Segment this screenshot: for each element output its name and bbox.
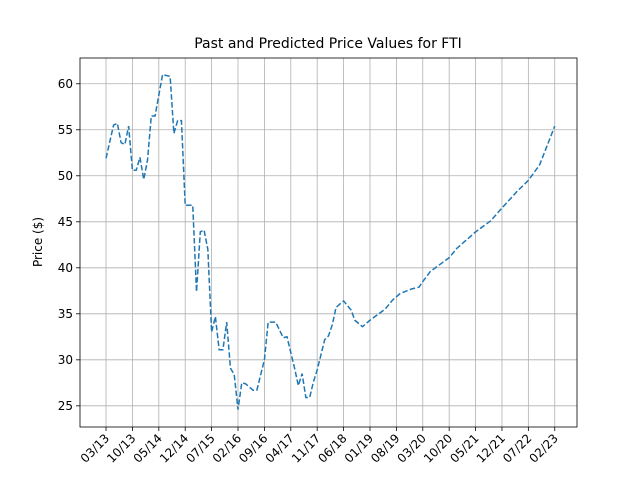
x-tick-label: 06/18 [315,431,349,465]
y-tick-label: 40 [58,261,73,275]
x-tick-label: 07/15 [183,431,217,465]
x-tick-label: 11/17 [289,431,323,465]
x-tick-label: 02/23 [527,431,561,465]
y-axis-label: Price ($) [31,217,45,267]
y-tick-label: 30 [58,353,73,367]
x-tick-label: 12/21 [474,431,508,465]
price-line [105,73,556,410]
y-tick-label: 60 [58,77,73,91]
x-tick-label: 10/20 [421,431,455,465]
x-tick-label: 01/19 [342,431,376,465]
x-tick-label: 12/14 [157,431,191,465]
x-tick-label: 10/13 [104,431,138,465]
x-tick-label: 09/16 [236,431,270,465]
x-tick-label: 08/19 [368,431,402,465]
x-tick-label: 03/20 [395,431,429,465]
chart-title: Past and Predicted Price Values for FTI [194,36,462,52]
y-tick-label: 35 [58,307,73,321]
x-tick-label: 07/22 [500,431,534,465]
y-tick-label: 25 [58,399,73,413]
x-tick-label: 02/16 [210,431,244,465]
x-tick-label: 04/17 [263,431,297,465]
x-tick-label: 03/13 [78,431,112,465]
y-tick-label: 45 [58,215,73,229]
y-tick-label: 55 [58,123,73,137]
y-tick-label: 50 [58,169,73,183]
plot-frame [79,57,578,428]
x-tick-label: 05/21 [447,431,481,465]
x-tick-label: 05/14 [131,431,165,465]
